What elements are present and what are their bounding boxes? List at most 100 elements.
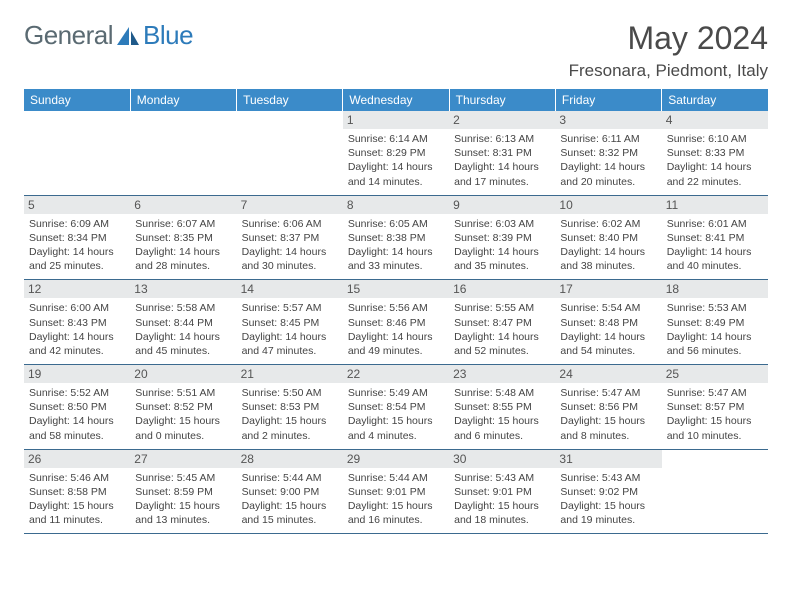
day-info: Sunrise: 5:57 AMSunset: 8:45 PMDaylight:… bbox=[242, 301, 338, 358]
daylight-text: Daylight: 14 hours and 35 minutes. bbox=[454, 245, 550, 273]
sunrise-text: Sunrise: 5:43 AM bbox=[560, 471, 656, 485]
day-info: Sunrise: 6:14 AMSunset: 8:29 PMDaylight:… bbox=[348, 132, 444, 189]
sunrise-text: Sunrise: 5:43 AM bbox=[454, 471, 550, 485]
day-info: Sunrise: 6:09 AMSunset: 8:34 PMDaylight:… bbox=[29, 217, 125, 274]
sunrise-text: Sunrise: 5:49 AM bbox=[348, 386, 444, 400]
daylight-text: Daylight: 14 hours and 22 minutes. bbox=[667, 160, 763, 188]
sunset-text: Sunset: 8:38 PM bbox=[348, 231, 444, 245]
location: Fresonara, Piedmont, Italy bbox=[569, 61, 768, 81]
daylight-text: Daylight: 15 hours and 2 minutes. bbox=[242, 414, 338, 442]
sunset-text: Sunset: 8:47 PM bbox=[454, 316, 550, 330]
sunset-text: Sunset: 8:44 PM bbox=[135, 316, 231, 330]
day-info: Sunrise: 5:52 AMSunset: 8:50 PMDaylight:… bbox=[29, 386, 125, 443]
sunrise-text: Sunrise: 6:13 AM bbox=[454, 132, 550, 146]
calendar-cell: 8Sunrise: 6:05 AMSunset: 8:38 PMDaylight… bbox=[343, 195, 449, 280]
sunrise-text: Sunrise: 5:47 AM bbox=[560, 386, 656, 400]
calendar-cell: 18Sunrise: 5:53 AMSunset: 8:49 PMDayligh… bbox=[662, 280, 768, 365]
sunset-text: Sunset: 8:53 PM bbox=[242, 400, 338, 414]
daylight-text: Daylight: 15 hours and 18 minutes. bbox=[454, 499, 550, 527]
day-number: 21 bbox=[237, 365, 343, 383]
day-info: Sunrise: 5:46 AMSunset: 8:58 PMDaylight:… bbox=[29, 471, 125, 528]
daylight-text: Daylight: 14 hours and 58 minutes. bbox=[29, 414, 125, 442]
title-block: May 2024 Fresonara, Piedmont, Italy bbox=[569, 20, 768, 81]
sunset-text: Sunset: 8:34 PM bbox=[29, 231, 125, 245]
day-info: Sunrise: 5:43 AMSunset: 9:02 PMDaylight:… bbox=[560, 471, 656, 528]
day-info: Sunrise: 5:56 AMSunset: 8:46 PMDaylight:… bbox=[348, 301, 444, 358]
sunset-text: Sunset: 8:50 PM bbox=[29, 400, 125, 414]
sunset-text: Sunset: 8:55 PM bbox=[454, 400, 550, 414]
day-info: Sunrise: 6:02 AMSunset: 8:40 PMDaylight:… bbox=[560, 217, 656, 274]
sunset-text: Sunset: 8:31 PM bbox=[454, 146, 550, 160]
daylight-text: Daylight: 15 hours and 16 minutes. bbox=[348, 499, 444, 527]
day-number: 19 bbox=[24, 365, 130, 383]
calendar-cell: 16Sunrise: 5:55 AMSunset: 8:47 PMDayligh… bbox=[449, 280, 555, 365]
sunset-text: Sunset: 9:01 PM bbox=[454, 485, 550, 499]
day-number: 15 bbox=[343, 280, 449, 298]
daylight-text: Daylight: 15 hours and 10 minutes. bbox=[667, 414, 763, 442]
sunrise-text: Sunrise: 6:14 AM bbox=[348, 132, 444, 146]
daylight-text: Daylight: 14 hours and 52 minutes. bbox=[454, 330, 550, 358]
logo: General Blue bbox=[24, 20, 193, 51]
daylight-text: Daylight: 14 hours and 25 minutes. bbox=[29, 245, 125, 273]
weekday-header-row: Sunday Monday Tuesday Wednesday Thursday… bbox=[24, 89, 768, 111]
sunrise-text: Sunrise: 5:44 AM bbox=[242, 471, 338, 485]
calendar-cell: 26Sunrise: 5:46 AMSunset: 8:58 PMDayligh… bbox=[24, 449, 130, 534]
daylight-text: Daylight: 14 hours and 33 minutes. bbox=[348, 245, 444, 273]
sunrise-text: Sunrise: 5:51 AM bbox=[135, 386, 231, 400]
sunrise-text: Sunrise: 5:57 AM bbox=[242, 301, 338, 315]
day-info: Sunrise: 6:13 AMSunset: 8:31 PMDaylight:… bbox=[454, 132, 550, 189]
sunset-text: Sunset: 8:35 PM bbox=[135, 231, 231, 245]
calendar-cell: 12Sunrise: 6:00 AMSunset: 8:43 PMDayligh… bbox=[24, 280, 130, 365]
logo-text-general: General bbox=[24, 20, 113, 51]
day-number: 29 bbox=[343, 450, 449, 468]
sunset-text: Sunset: 8:52 PM bbox=[135, 400, 231, 414]
day-number: 11 bbox=[662, 196, 768, 214]
calendar-cell: 24Sunrise: 5:47 AMSunset: 8:56 PMDayligh… bbox=[555, 365, 661, 450]
sunrise-text: Sunrise: 5:45 AM bbox=[135, 471, 231, 485]
sunset-text: Sunset: 8:40 PM bbox=[560, 231, 656, 245]
sunset-text: Sunset: 8:49 PM bbox=[667, 316, 763, 330]
daylight-text: Daylight: 14 hours and 20 minutes. bbox=[560, 160, 656, 188]
calendar-table: Sunday Monday Tuesday Wednesday Thursday… bbox=[24, 89, 768, 534]
sunrise-text: Sunrise: 6:01 AM bbox=[667, 217, 763, 231]
calendar-cell: 30Sunrise: 5:43 AMSunset: 9:01 PMDayligh… bbox=[449, 449, 555, 534]
calendar-cell: 2Sunrise: 6:13 AMSunset: 8:31 PMDaylight… bbox=[449, 111, 555, 195]
day-info: Sunrise: 5:49 AMSunset: 8:54 PMDaylight:… bbox=[348, 386, 444, 443]
sunset-text: Sunset: 8:56 PM bbox=[560, 400, 656, 414]
calendar-cell: 4 Sunrise: 6:10 AMSunset: 8:33 PMDaylight… bbox=[662, 111, 768, 195]
day-info: Sunrise: 6:01 AMSunset: 8:41 PMDaylight:… bbox=[667, 217, 763, 274]
calendar-cell: 22Sunrise: 5:49 AMSunset: 8:54 PMDayligh… bbox=[343, 365, 449, 450]
sunrise-text: Sunrise: 6:11 AM bbox=[560, 132, 656, 146]
calendar-cell: 7Sunrise: 6:06 AMSunset: 8:37 PMDaylight… bbox=[237, 195, 343, 280]
calendar-row: 26Sunrise: 5:46 AMSunset: 8:58 PMDayligh… bbox=[24, 449, 768, 534]
day-info: Sunrise: 6:10 AMSunset: 8:33 PMDaylight:… bbox=[667, 132, 763, 189]
calendar-row: 1Sunrise: 6:14 AMSunset: 8:29 PMDaylight… bbox=[24, 111, 768, 195]
day-info: Sunrise: 5:47 AMSunset: 8:57 PMDaylight:… bbox=[667, 386, 763, 443]
sunrise-text: Sunrise: 5:54 AM bbox=[560, 301, 656, 315]
day-info: Sunrise: 5:45 AMSunset: 8:59 PMDaylight:… bbox=[135, 471, 231, 528]
day-info: Sunrise: 5:44 AMSunset: 9:01 PMDaylight:… bbox=[348, 471, 444, 528]
calendar-cell: 14Sunrise: 5:57 AMSunset: 8:45 PMDayligh… bbox=[237, 280, 343, 365]
sunset-text: Sunset: 9:00 PM bbox=[242, 485, 338, 499]
sunset-text: Sunset: 8:45 PM bbox=[242, 316, 338, 330]
day-number: 7 bbox=[237, 196, 343, 214]
logo-text-blue: Blue bbox=[143, 20, 193, 51]
day-number: 4 bbox=[662, 111, 768, 129]
page-header: General Blue May 2024 Fresonara, Piedmon… bbox=[24, 20, 768, 81]
day-number: 31 bbox=[555, 450, 661, 468]
sunset-text: Sunset: 8:46 PM bbox=[348, 316, 444, 330]
day-number: 9 bbox=[449, 196, 555, 214]
calendar-cell: 27Sunrise: 5:45 AMSunset: 8:59 PMDayligh… bbox=[130, 449, 236, 534]
day-info: Sunrise: 5:55 AMSunset: 8:47 PMDaylight:… bbox=[454, 301, 550, 358]
sunrise-text: Sunrise: 5:55 AM bbox=[454, 301, 550, 315]
daylight-text: Daylight: 14 hours and 42 minutes. bbox=[29, 330, 125, 358]
sunrise-text: Sunrise: 5:52 AM bbox=[29, 386, 125, 400]
calendar-cell: 20Sunrise: 5:51 AMSunset: 8:52 PMDayligh… bbox=[130, 365, 236, 450]
daylight-text: Daylight: 14 hours and 17 minutes. bbox=[454, 160, 550, 188]
calendar-cell: 3Sunrise: 6:11 AMSunset: 8:32 PMDaylight… bbox=[555, 111, 661, 195]
sunset-text: Sunset: 8:37 PM bbox=[242, 231, 338, 245]
sunrise-text: Sunrise: 5:56 AM bbox=[348, 301, 444, 315]
day-info: Sunrise: 5:53 AMSunset: 8:49 PMDaylight:… bbox=[667, 301, 763, 358]
day-info: Sunrise: 5:58 AMSunset: 8:44 PMDaylight:… bbox=[135, 301, 231, 358]
calendar-cell: 31 Sunrise: 5:43 AMSunset: 9:02 PMDayligh… bbox=[555, 449, 661, 534]
